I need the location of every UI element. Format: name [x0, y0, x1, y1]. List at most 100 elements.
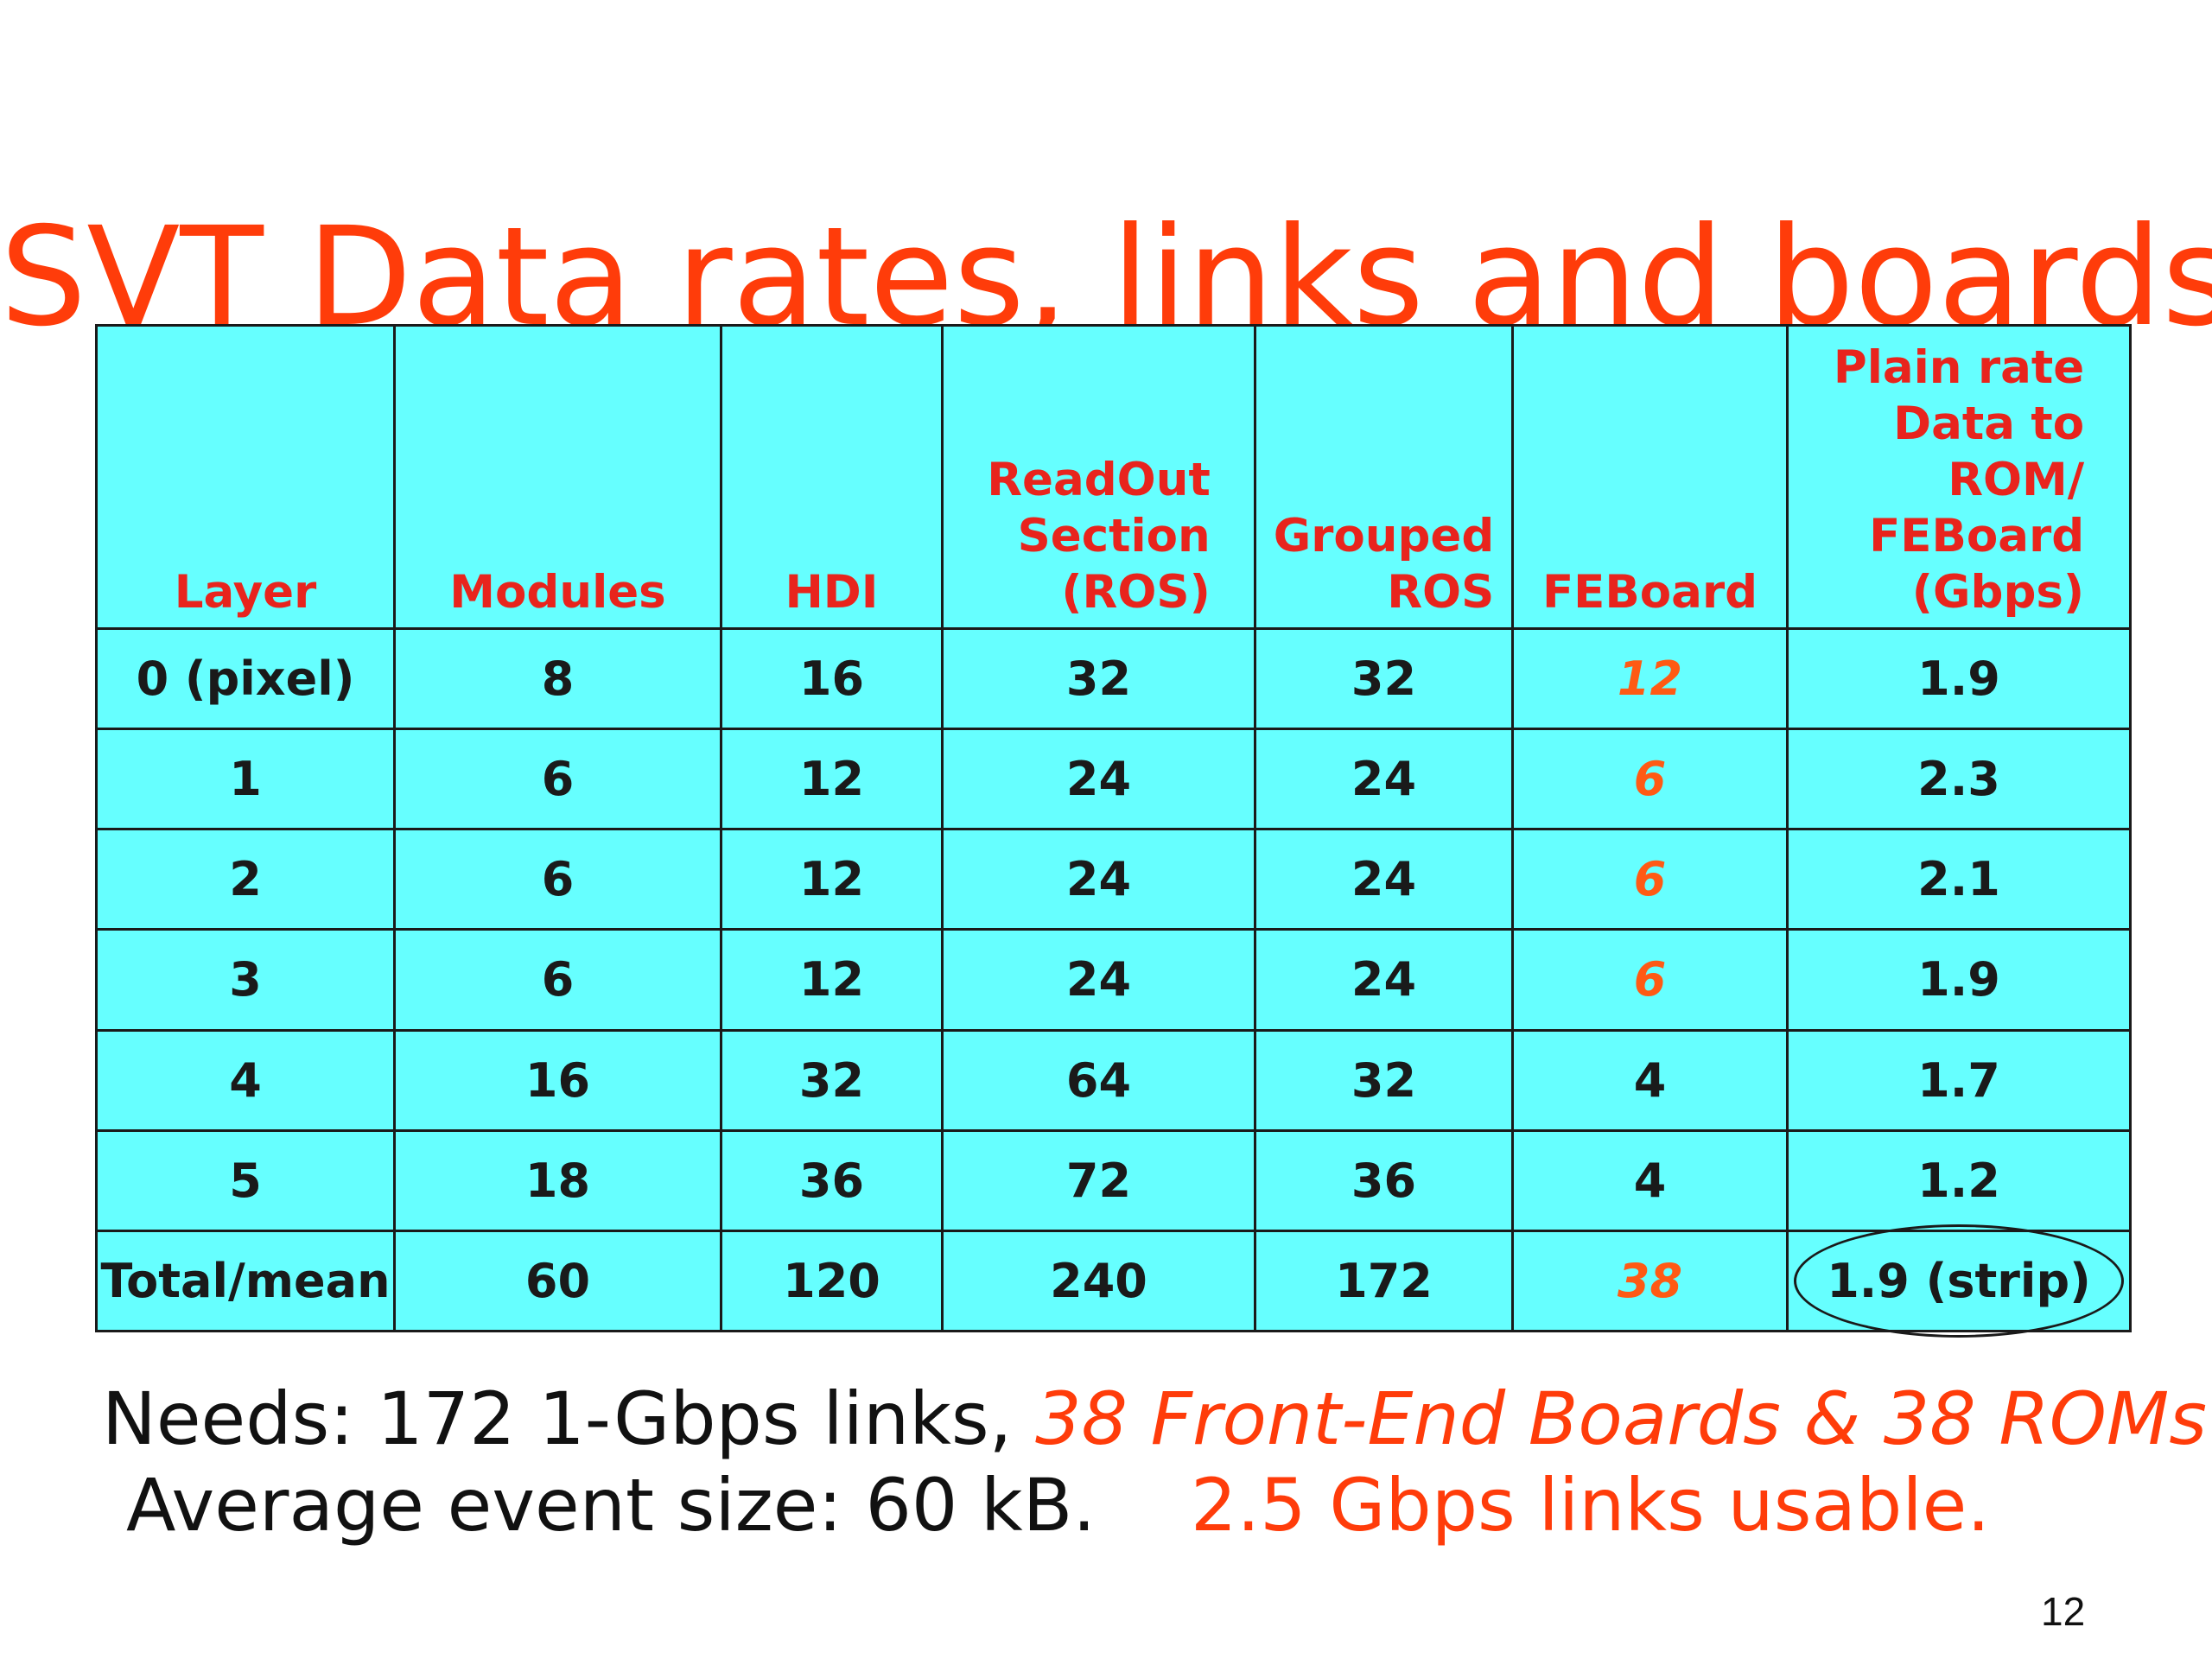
- cell-text: 24: [1065, 952, 1132, 1007]
- cell-value: 18: [525, 1154, 590, 1208]
- footer-links-usable-text: 2.5 Gbps links usable.: [1191, 1463, 1991, 1548]
- table-cell: 2.3: [1786, 728, 2132, 831]
- cell-text: 240: [1050, 1253, 1147, 1308]
- cell-value: 4: [1634, 1053, 1667, 1108]
- cell-value: 16: [525, 1053, 590, 1108]
- table-cell: Total/mean: [95, 1229, 396, 1333]
- column-header-label: ReadOut Section (ROS): [987, 452, 1211, 620]
- cell-text: 12: [798, 752, 865, 807]
- cell-value: 32: [799, 1053, 864, 1108]
- table-row: Total/mean 60 120 240 172 38 1.9 (strip): [95, 1224, 2132, 1338]
- table-cell: 18: [393, 1128, 722, 1232]
- table-cell: 24: [941, 828, 1256, 931]
- table-cell: 36: [720, 1128, 944, 1232]
- cell-text: 1.9: [1917, 952, 2000, 1007]
- table-cell: 64: [941, 1028, 1256, 1132]
- header-line: HDI: [785, 566, 879, 619]
- table-cell: 8: [393, 626, 722, 731]
- table-cell: 16: [720, 626, 944, 731]
- footer-line-1: Needs: 172 1-Gbps links, 38 Front-End Bo…: [102, 1374, 2207, 1464]
- column-header-label: Layer: [175, 564, 317, 620]
- cell-value: 4: [229, 1053, 262, 1108]
- table-cell: 3: [95, 928, 396, 1032]
- cell-text: 2.3: [1917, 752, 2000, 807]
- table-cell: 4: [1511, 1128, 1789, 1232]
- cell-value: 1.2: [1917, 1154, 2000, 1208]
- cell-value: 5: [229, 1154, 262, 1208]
- table-cell: 38: [1511, 1229, 1789, 1333]
- column-header: HDI: [720, 324, 944, 630]
- cell-text: 1.2: [1917, 1153, 2000, 1208]
- footer-needs-text: Needs: 172 1-Gbps links,: [102, 1376, 1036, 1461]
- cell-text: 4: [1633, 1153, 1667, 1208]
- cell-value: 24: [1351, 752, 1416, 806]
- cell-text: 0 (pixel): [136, 652, 355, 707]
- cell-value: 36: [1351, 1154, 1416, 1208]
- table-cell: 12: [720, 928, 944, 1032]
- table-cell: 1: [95, 728, 396, 831]
- table-cell: 172: [1254, 1229, 1514, 1333]
- table-cell: 24: [1254, 928, 1514, 1032]
- cell-value: 6: [1634, 752, 1667, 806]
- cell-text: 3: [229, 952, 262, 1007]
- header-line: Grouped: [1273, 510, 1495, 563]
- cell-text: 6: [541, 752, 575, 807]
- header-line: Modules: [449, 566, 666, 619]
- cell-text: 32: [1351, 1052, 1417, 1108]
- table-cell: 6: [1511, 828, 1789, 931]
- table-cell: 6: [393, 728, 722, 831]
- cell-text: 36: [798, 1153, 865, 1208]
- cell-text: Total/mean: [100, 1253, 391, 1308]
- table-row: 4 16 32 64 32 4 1.7: [95, 1028, 2132, 1132]
- header-line: ROS: [1387, 566, 1495, 619]
- table-cell: 6: [1511, 928, 1789, 1032]
- cell-value: 64: [1066, 1053, 1131, 1108]
- cell-text: 4: [229, 1052, 262, 1108]
- table-cell: 6: [393, 828, 722, 931]
- cell-text: 38: [1617, 1253, 1683, 1308]
- header-line: (ROS): [1061, 566, 1211, 619]
- cell-text: 24: [1351, 852, 1417, 907]
- cell-text: 32: [798, 1052, 865, 1108]
- table-cell: 32: [1254, 626, 1514, 731]
- cell-value: 2.1: [1917, 852, 2000, 906]
- table-cell: 24: [1254, 728, 1514, 831]
- cell-text: 12: [1617, 652, 1683, 707]
- cell-text: 60: [524, 1253, 591, 1308]
- cell-text: 2.1: [1917, 852, 2000, 907]
- header-line: Plain rate: [1833, 341, 2085, 394]
- column-header-label: Grouped ROS: [1274, 508, 1495, 620]
- header-line: (Gbps): [1911, 566, 2085, 619]
- table-cell: 12: [720, 828, 944, 931]
- cell-text: 36: [1351, 1153, 1417, 1208]
- table-cell: 0 (pixel): [95, 626, 396, 731]
- cell-text: 16: [524, 1052, 591, 1108]
- cell-value: 8: [542, 652, 575, 706]
- header-line: Section: [1017, 510, 1211, 563]
- cell-value: 6: [542, 752, 575, 806]
- cell-value: 172: [1335, 1254, 1433, 1308]
- table-cell: 240: [941, 1229, 1256, 1333]
- cell-text: 5: [229, 1153, 262, 1208]
- cell-value: 2.3: [1917, 752, 2000, 806]
- cell-text: 172: [1335, 1253, 1433, 1308]
- cell-value: 1.9 (strip): [1794, 1224, 2124, 1338]
- header-line: ROM/: [1948, 454, 2085, 506]
- cell-text: 4: [1633, 1052, 1667, 1108]
- table-cell: 1.9 (strip): [1786, 1224, 2132, 1338]
- cell-value: 12: [799, 752, 864, 806]
- cell-text: 6: [1633, 852, 1667, 907]
- footer-event-size-text: Average event size: 60 kB.: [126, 1463, 1096, 1548]
- table-cell: 72: [941, 1128, 1256, 1232]
- column-header-label: Modules: [449, 564, 665, 620]
- cell-value: 1.9: [1917, 952, 2000, 1007]
- cell-value: 12: [799, 952, 864, 1007]
- cell-text: 24: [1065, 852, 1132, 907]
- cell-value: 36: [799, 1154, 864, 1208]
- header-line: FEBoard: [1869, 510, 2085, 563]
- table-cell: 24: [941, 728, 1256, 831]
- cell-text: 8: [541, 652, 575, 707]
- column-header: Grouped ROS: [1254, 324, 1514, 630]
- cell-text: 1.7: [1917, 1052, 2000, 1108]
